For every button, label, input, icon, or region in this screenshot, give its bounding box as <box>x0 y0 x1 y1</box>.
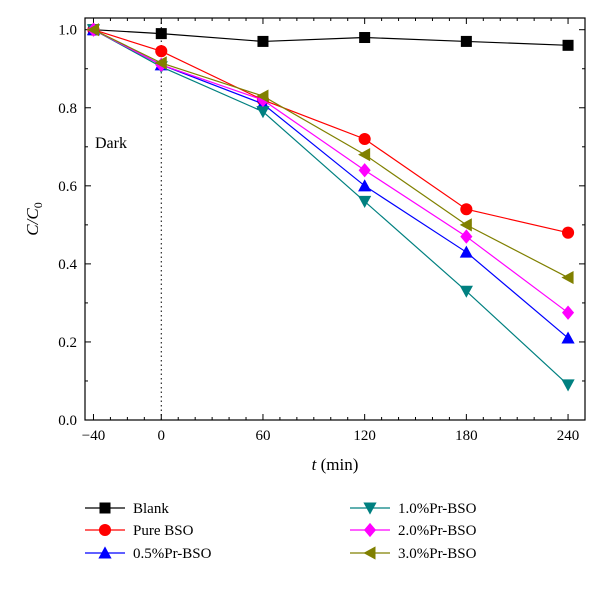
legend-marker <box>98 523 112 537</box>
y-tick-label: 0.8 <box>58 101 77 117</box>
data-point <box>155 28 167 40</box>
plot-area <box>84 17 586 421</box>
data-point <box>256 106 270 119</box>
data-point <box>256 89 269 103</box>
y-axis-title-sub: 0 <box>31 202 45 208</box>
x-tick-label: 60 <box>255 428 270 444</box>
data-point <box>86 23 99 37</box>
legend-label: 1.0%Pr-BSO <box>398 501 477 517</box>
legend-marker <box>363 522 377 538</box>
legend-item: Blank <box>85 501 169 517</box>
series-pure-bso <box>87 23 575 239</box>
legend-label: 0.5%Pr-BSO <box>133 546 212 562</box>
data-point <box>562 39 574 51</box>
series-line <box>93 29 569 339</box>
x-tick-label: 0 <box>158 428 166 444</box>
y-tick-label: 0.0 <box>58 413 77 429</box>
data-point <box>154 56 167 70</box>
y-axis-title-main: C/C <box>23 208 42 236</box>
y-axis-title: C/C0 <box>23 202 45 235</box>
legend-label: Pure BSO <box>133 523 194 539</box>
data-point <box>358 195 372 209</box>
legend-item: Pure BSO <box>85 523 194 539</box>
data-point <box>459 285 473 298</box>
data-point <box>459 245 473 258</box>
legend-item: 3.0%Pr-BSO <box>350 546 477 562</box>
series-line <box>93 29 569 46</box>
data-point <box>562 305 575 320</box>
x-tick-label: 240 <box>557 428 580 444</box>
series-3-0-pr-bso <box>86 23 574 285</box>
data-point <box>460 35 472 47</box>
data-point <box>562 226 575 239</box>
x-axis-title-var: t <box>312 455 318 474</box>
data-point <box>561 331 575 344</box>
legend-item: 1.0%Pr-BSO <box>350 501 477 517</box>
series-line <box>93 29 569 234</box>
y-tick-label: 1.0 <box>58 23 77 39</box>
legend-marker <box>363 546 376 560</box>
legend-marker <box>98 546 112 559</box>
data-point <box>459 218 472 232</box>
legend-item: 2.0%Pr-BSO <box>350 522 477 539</box>
x-axis-title-unit: (min) <box>316 455 358 474</box>
legend-label: 2.0%Pr-BSO <box>398 523 477 539</box>
axis-ticks: −40 0 60 120 180 240 0.0 0.2 0.4 0.6 0.8 1.0 <box>58 18 585 444</box>
x-tick-label: 120 <box>353 428 376 444</box>
data-point <box>155 45 168 58</box>
series-line <box>93 29 569 314</box>
series-1-0-pr-bso <box>86 24 575 392</box>
data-point <box>257 35 269 47</box>
data-point <box>358 148 371 162</box>
x-axis-title: t (min) <box>312 455 359 474</box>
legend-label: Blank <box>133 501 169 517</box>
series-line <box>93 29 569 279</box>
legend-marker <box>363 502 377 515</box>
data-point <box>460 203 473 216</box>
series-0-5-pr-bso <box>86 23 575 344</box>
y-tick-label: 0.4 <box>58 257 77 273</box>
legend: Blank Pure BSO 0.5%Pr-BSO 1.0%Pr-BSO 2.0%Pr-… <box>85 501 477 562</box>
series-line <box>93 29 569 386</box>
legend-item: 0.5%Pr-BSO <box>85 546 212 562</box>
data-point <box>358 132 371 146</box>
data-point <box>359 32 371 44</box>
data-point <box>460 229 473 244</box>
y-tick-label: 0.2 <box>58 335 77 351</box>
x-tick-label: 180 <box>455 428 478 444</box>
data-point <box>561 379 575 392</box>
data-point <box>358 163 371 178</box>
dark-annotation: Dark <box>95 135 127 152</box>
data-point <box>561 270 574 285</box>
data-point <box>358 179 372 192</box>
plot-frame <box>84 17 586 421</box>
legend-label: 3.0%Pr-BSO <box>398 546 477 562</box>
x-tick-label: −40 <box>82 428 105 444</box>
y-tick-label: 0.6 <box>58 179 77 195</box>
legend-marker <box>99 502 111 514</box>
series-layer <box>86 22 575 392</box>
